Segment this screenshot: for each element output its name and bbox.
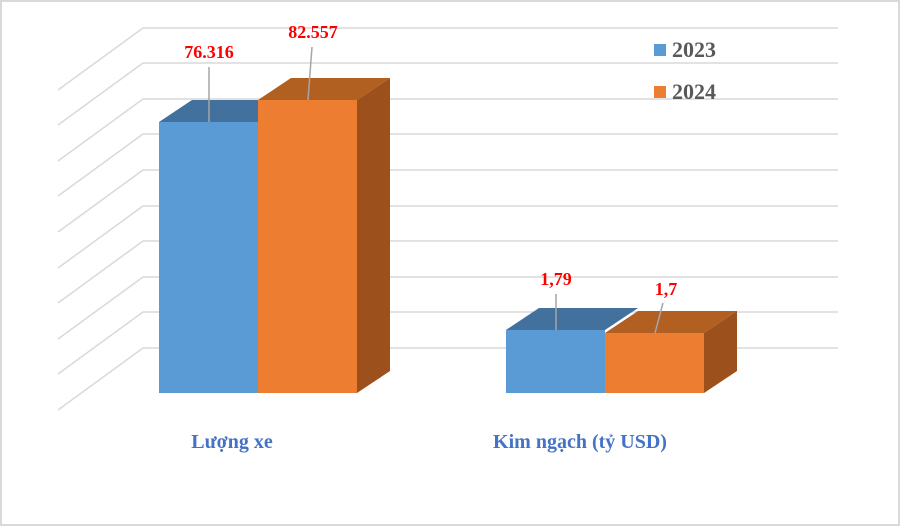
- legend-swatch-2024: [654, 86, 666, 98]
- bar-2023-kim-ngach: [506, 308, 638, 393]
- legend-swatch-2023: [654, 44, 666, 56]
- data-label-2023-luong-xe: 76.316: [184, 42, 234, 62]
- bar-2024-luong-xe: [258, 78, 390, 393]
- data-label-2024-kim-ngach: 1,7: [654, 279, 678, 299]
- bar-2023-luong-xe: [159, 100, 291, 393]
- data-label-2024-luong-xe: 82.557: [288, 22, 338, 42]
- category-label-kim-ngach: Kim ngạch (tỷ USD): [493, 431, 667, 453]
- legend-label-2023: 2023: [672, 37, 716, 62]
- legend-item-2023: 2023: [654, 37, 716, 63]
- data-label-2023-kim-ngach: 1,79: [540, 269, 572, 289]
- legend-item-2024: 2024: [654, 79, 716, 105]
- bar-2024-kim-ngach: [605, 311, 737, 393]
- leader-lines: [208, 46, 664, 334]
- legend-label-2024: 2024: [672, 79, 716, 104]
- gridlines: [57, 27, 838, 411]
- category-label-luong-xe: Lượng xe: [191, 431, 273, 453]
